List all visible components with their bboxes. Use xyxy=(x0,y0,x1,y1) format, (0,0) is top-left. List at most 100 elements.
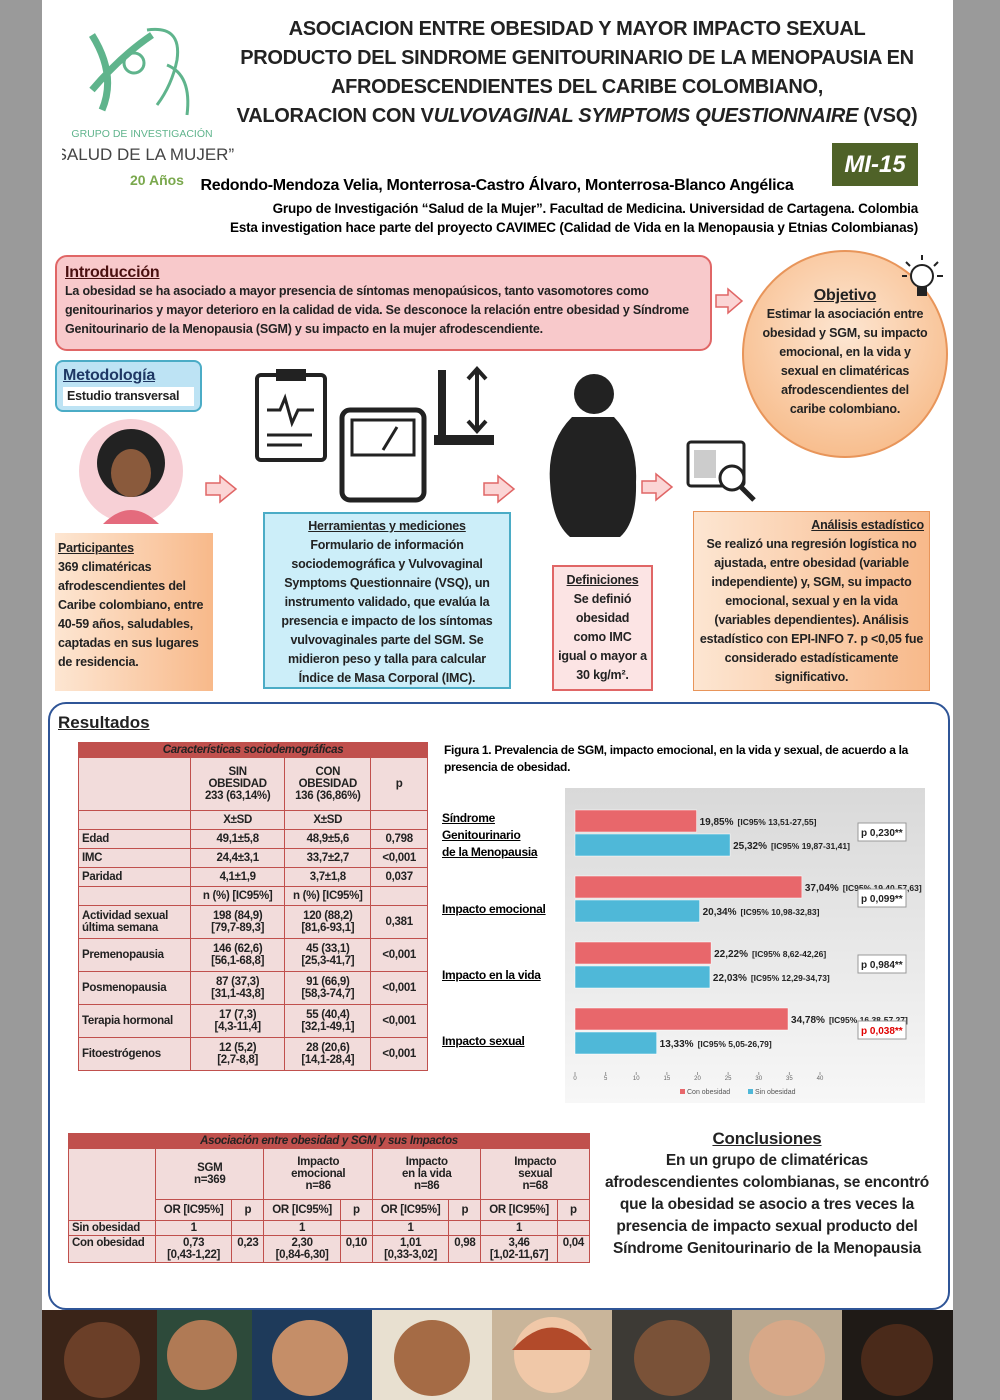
table-header-cell: OR [IC95%] xyxy=(154,1199,233,1221)
table-cell: 0,98 xyxy=(448,1235,482,1263)
definitions-text: Se definió obesidad como IMC igual o may… xyxy=(558,592,647,682)
table-cell: 0,798 xyxy=(370,829,428,849)
category-label: Síndrome Genitourinario de la Menopausia xyxy=(442,811,538,859)
poster: GRUPO DE INVESTIGACIÓN “SALUD DE LA MUJE… xyxy=(42,0,953,1400)
table-cell: Premenopausia xyxy=(77,938,192,972)
value-label: 37,04% [IC95% 19,40-57,63] xyxy=(805,883,922,894)
value-label-percent: 19,85% xyxy=(700,817,734,828)
table-header-cell: p xyxy=(556,1199,591,1221)
table-header-cell: p xyxy=(231,1199,265,1221)
table-cell: Posmenopausia xyxy=(77,971,192,1005)
value-label-percent: 13,33% xyxy=(660,1039,694,1050)
table-cell: 1 xyxy=(480,1220,558,1236)
methodology-heading: Metodología xyxy=(63,367,156,384)
table-cell: 0,037 xyxy=(370,867,428,887)
table-header-cell: SGM n=369 xyxy=(154,1148,265,1200)
table-cell: Actividad sexual última semana xyxy=(77,905,192,939)
value-label: 25,32% [IC95% 19,87-31,41] xyxy=(733,841,850,852)
value-label: 22,03% [IC95% 12,29-34,73] xyxy=(713,973,830,984)
table-header-cell: p xyxy=(448,1199,482,1221)
table-cell xyxy=(370,810,428,830)
conclusions: Conclusiones En un grupo de climatéricas… xyxy=(602,1128,932,1260)
title-line: AFRODESCENDIENTES DEL CARIBE COLOMBIANO, xyxy=(330,76,824,98)
definitions-heading: Definiciones xyxy=(566,573,639,587)
table-cell: 0,04 xyxy=(556,1235,591,1263)
table-cell: Con obesidad xyxy=(68,1235,156,1263)
logo-years: 20 Años xyxy=(130,172,184,188)
table-cell: n (%) [IC95%] xyxy=(284,886,372,906)
participants-box: Participantes 369 climatéricas afrodesce… xyxy=(55,533,213,691)
bar xyxy=(574,899,700,923)
results-heading: Resultados xyxy=(58,713,150,732)
table-cell xyxy=(556,1220,591,1236)
table-cell: <0,001 xyxy=(370,1037,428,1071)
p-value: p 0,038** xyxy=(861,1026,903,1037)
table-cell: 49,1±5,8 xyxy=(190,829,286,849)
table-row: Edad 49,1±5,8 48,9±5,6 0,798 xyxy=(77,829,428,849)
value-label-percent: 25,32% xyxy=(733,841,767,852)
table-cell: n (%) [IC95%] xyxy=(190,886,286,906)
x-tick-label: 5 xyxy=(604,1076,608,1082)
table-cell: 1 xyxy=(371,1220,450,1236)
table-cell xyxy=(448,1220,482,1236)
table-header-cell xyxy=(77,757,192,811)
table-header-cell: Impacto en la vida n=86 xyxy=(371,1148,482,1200)
table-row: X±SD X±SD xyxy=(77,810,428,830)
table-cell: 1 xyxy=(263,1220,341,1236)
table-header-cell: CON OBESIDAD 136 (36,86%) xyxy=(284,757,372,811)
table-cell: 0,10 xyxy=(339,1235,373,1263)
logo-name: “SALUD DE LA MUJER” xyxy=(62,145,234,164)
table-row: IMC 24,4±3,1 33,7±2,7 <0,001 xyxy=(77,848,428,868)
p-value: p 0,230** xyxy=(861,828,903,839)
p-value: p 0,984** xyxy=(861,960,903,971)
introduction-text: La obesidad se ha asociado a mayor prese… xyxy=(65,284,689,336)
analysis-box: Análisis estadístico Se realizó una regr… xyxy=(693,511,930,691)
bar xyxy=(574,833,731,857)
value-label-percent: 22,03% xyxy=(713,973,747,984)
value-label: 13,33% [IC95% 5,05-26,79] xyxy=(660,1039,772,1050)
table-association: Asociación entre obesidad y SGM y sus Im… xyxy=(68,1133,591,1263)
authors: Redondo-Mendoza Velia, Monterrosa-Castro… xyxy=(200,177,794,194)
x-tick-label: 25 xyxy=(725,1076,732,1082)
table-cell: 24,4±3,1 xyxy=(190,848,286,868)
table-cell xyxy=(77,810,192,830)
value-label-percent: 20,34% xyxy=(703,907,737,918)
table-cell xyxy=(231,1220,265,1236)
table-row: OR [IC95%] p OR [IC95%] p OR [IC95%] p OR [IC9… xyxy=(69,1199,591,1221)
bar xyxy=(574,965,711,989)
objective-box: Objetivo Estimar la asociación entre obe… xyxy=(742,250,948,458)
table-header-cell: p xyxy=(339,1199,373,1221)
table-row: Fitoestrógenos 12 (5,2) [2,7-8,8] 28 (20,6… xyxy=(77,1037,428,1071)
table-cell: 4,1±1,9 xyxy=(190,867,286,887)
value-label-ci: [IC95% 19,87-31,41] xyxy=(771,841,850,851)
category-label: Impacto emocional xyxy=(442,902,546,916)
table-row: Posmenopausia 87 (37,3) [31,1-43,8] 91 (66… xyxy=(77,971,428,1005)
table-cell: Fitoestrógenos xyxy=(77,1037,192,1071)
table-cell: 0,73 [0,43-1,22] xyxy=(154,1235,233,1263)
results-panel xyxy=(48,702,950,1310)
value-label-percent: 34,78% xyxy=(791,1015,825,1026)
table-row: Características sociodemográficas xyxy=(78,742,428,758)
introduction-heading: Introducción xyxy=(65,264,160,281)
value-label-ci: [IC95% 8,62-42,26] xyxy=(752,949,826,959)
table-cell: 45 (33,1) [25,3-41,7] xyxy=(284,938,372,972)
objective-heading: Objetivo xyxy=(813,287,877,304)
value-label-ci: [IC95% 10,98-32,83] xyxy=(741,907,820,917)
table-cell: 0,23 xyxy=(231,1235,265,1263)
table-title: Características sociodemográficas xyxy=(78,742,428,758)
table-cell: 33,7±2,7 xyxy=(284,848,372,868)
definitions-box: Definiciones Se definió obesidad como IM… xyxy=(552,565,653,691)
table-row: SGM n=369 Impacto emocional n=86 Impacto e… xyxy=(68,1148,590,1221)
table-cell: 0,381 xyxy=(370,905,428,939)
methodology-box: Metodología Estudio transversal xyxy=(55,360,202,412)
affiliation: Grupo de Investigación “Salud de la Muje… xyxy=(272,201,919,216)
title-line: PRODUCTO DEL SINDROME GENITOURINARIO DE … xyxy=(240,47,914,69)
table-cell: X±SD xyxy=(284,810,372,830)
lightbulb-icon xyxy=(902,255,943,296)
title-line: ASOCIACION ENTRE OBESIDAD Y MAYOR IMPACT… xyxy=(288,18,866,40)
table-cell: 3,7±1,8 xyxy=(284,867,372,887)
participants-heading: Participantes xyxy=(58,541,134,555)
table-cell: Terapia hormonal xyxy=(77,1004,192,1038)
value-label-percent: 37,04% xyxy=(805,883,839,894)
analysis-icon xyxy=(686,440,756,502)
